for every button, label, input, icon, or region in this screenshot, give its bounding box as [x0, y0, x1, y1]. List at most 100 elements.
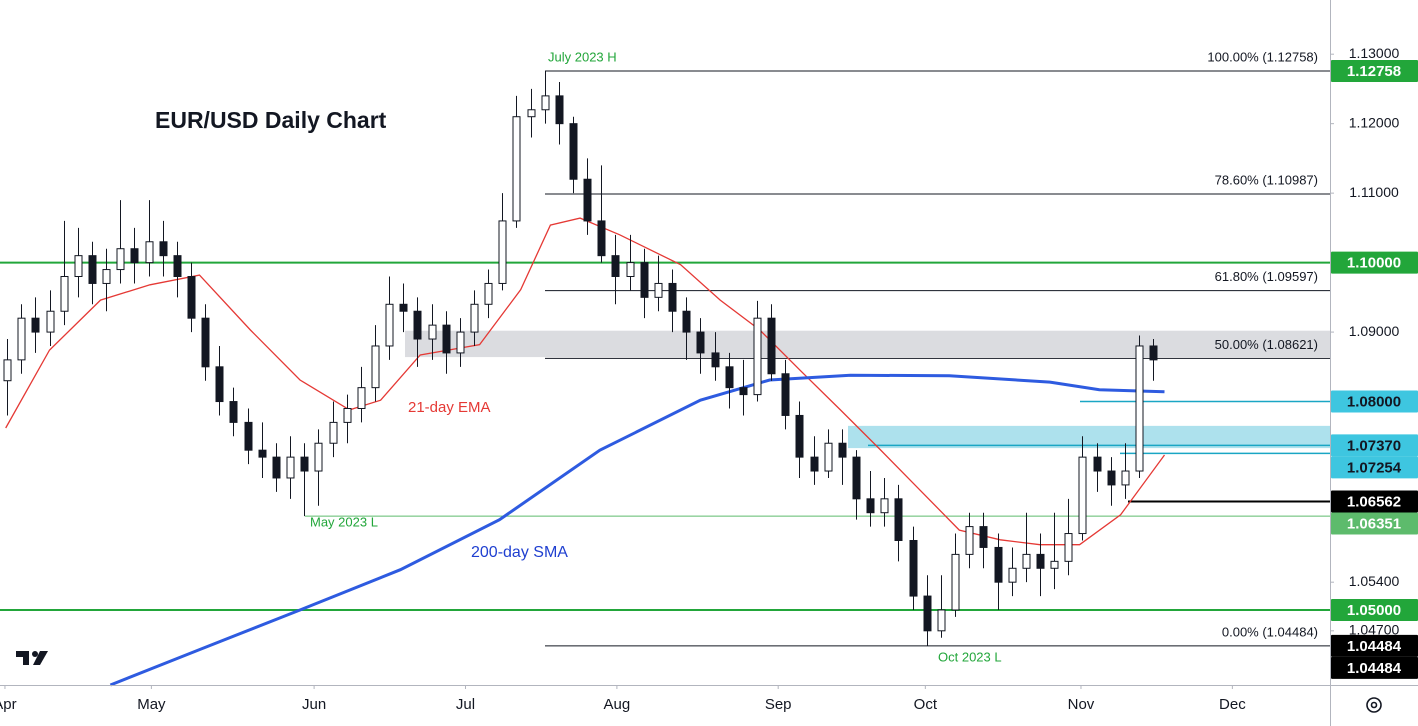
- candle-body: [46, 310, 55, 333]
- candle-body: [300, 456, 309, 472]
- x-tick-label: May: [137, 696, 166, 713]
- candle-body: [682, 310, 691, 333]
- candle-body: [1050, 560, 1059, 569]
- candle-body: [357, 387, 366, 409]
- candle-body: [343, 407, 352, 423]
- price-label: 1.05000: [1347, 602, 1401, 619]
- candle-body: [810, 456, 819, 472]
- candle-body: [159, 241, 168, 257]
- fib-label: 100.00% (1.12758): [1207, 49, 1318, 64]
- candle-body: [1107, 470, 1116, 486]
- y-tick-label: 1.09000: [1349, 323, 1400, 339]
- candle-body: [541, 95, 550, 111]
- candle-body: [597, 220, 606, 257]
- candle-body: [201, 317, 210, 368]
- candle-body: [116, 248, 125, 271]
- settings-icon[interactable]: [1366, 697, 1382, 713]
- price-label: 1.07254: [1347, 459, 1402, 476]
- tv-logo: [16, 651, 48, 665]
- price-label-box: [1331, 456, 1418, 479]
- price-label-box: [1331, 60, 1418, 83]
- candle-body: [88, 255, 97, 284]
- candle-body: [640, 262, 649, 298]
- x-tick-label: Aug: [604, 696, 631, 713]
- candle-body: [371, 345, 380, 389]
- zone: [405, 330, 1330, 358]
- candle-body: [852, 456, 861, 500]
- indicator-line: [109, 373, 1165, 687]
- candle-body: [909, 539, 918, 597]
- candles: [3, 71, 1158, 646]
- candle-body: [1149, 345, 1158, 361]
- candle-body: [866, 498, 875, 514]
- candle-body: [244, 421, 253, 451]
- price-label-box: [1331, 656, 1418, 679]
- candle-body: [272, 456, 281, 479]
- price-label-box: [1331, 251, 1418, 274]
- price-label-box: [1331, 598, 1418, 621]
- price-label: 1.04484: [1347, 660, 1402, 677]
- candle-body: [442, 324, 451, 354]
- candle-body: [1121, 470, 1130, 486]
- price-label: 1.06562: [1347, 493, 1401, 510]
- candle-body: [965, 526, 974, 555]
- candle-body: [413, 310, 422, 340]
- candle-body: [498, 220, 507, 284]
- annotation: 200-day SMA: [471, 544, 568, 561]
- y-tick-label: 1.12000: [1349, 114, 1400, 130]
- candle-body: [569, 123, 578, 180]
- x-tick-label: Apr: [0, 696, 17, 713]
- candle-body: [696, 331, 705, 354]
- candle-body: [102, 269, 111, 284]
- candle-body: [17, 317, 26, 361]
- candle-body: [937, 609, 946, 632]
- candle-body: [484, 282, 493, 305]
- candle-body: [428, 324, 437, 340]
- candle-body: [795, 414, 804, 458]
- x-tick-label: Nov: [1068, 696, 1095, 713]
- price-label-box: [1331, 390, 1418, 413]
- price-label: 1.04484: [1347, 638, 1402, 655]
- candle-body: [753, 317, 762, 396]
- candle-body: [527, 109, 536, 118]
- price-label-box: [1331, 634, 1418, 657]
- candle-body: [3, 359, 12, 382]
- candle-body: [880, 498, 889, 514]
- candle-body: [1036, 553, 1045, 569]
- y-tick-label: 1.04700: [1349, 622, 1400, 638]
- price-label-box: [1331, 434, 1418, 457]
- price-label-box: [1331, 512, 1418, 535]
- candle-body: [894, 498, 903, 541]
- x-tick-label: Dec: [1219, 696, 1246, 713]
- candle-body: [824, 442, 833, 472]
- annotation: May 2023 L: [310, 514, 378, 529]
- fib-label: 50.00% (1.08621): [1215, 337, 1318, 352]
- candle-body: [187, 276, 196, 319]
- x-tick-label: Jul: [456, 696, 475, 713]
- candle-body: [314, 442, 323, 472]
- candle-body: [74, 255, 83, 278]
- candle-body: [838, 442, 847, 458]
- candle-body: [329, 421, 338, 444]
- price-label: 1.10000: [1347, 255, 1401, 272]
- candle-body: [173, 255, 182, 278]
- y-tick-label: 1.13000: [1349, 45, 1400, 61]
- candle-body: [725, 366, 734, 389]
- y-tick-label: 1.11000: [1349, 184, 1399, 200]
- axes: 1.13000 1.12000 1.11000 1.09000 1.05400 1.047…: [0, 45, 1418, 713]
- x-tick-label: Oct: [914, 696, 938, 713]
- candle-body: [711, 352, 720, 368]
- candle-body: [994, 546, 1003, 583]
- candle-body: [583, 178, 592, 222]
- candle-body: [1093, 456, 1102, 472]
- candle-body: [1135, 345, 1144, 472]
- candle-body: [1022, 553, 1031, 569]
- price-label: 1.06351: [1347, 515, 1401, 532]
- fib-label: 78.60% (1.10987): [1215, 172, 1318, 187]
- fib-label: 61.80% (1.09597): [1215, 269, 1318, 284]
- price-label: 1.08000: [1347, 394, 1401, 411]
- candle-body: [1078, 456, 1087, 535]
- candle-body: [668, 282, 677, 312]
